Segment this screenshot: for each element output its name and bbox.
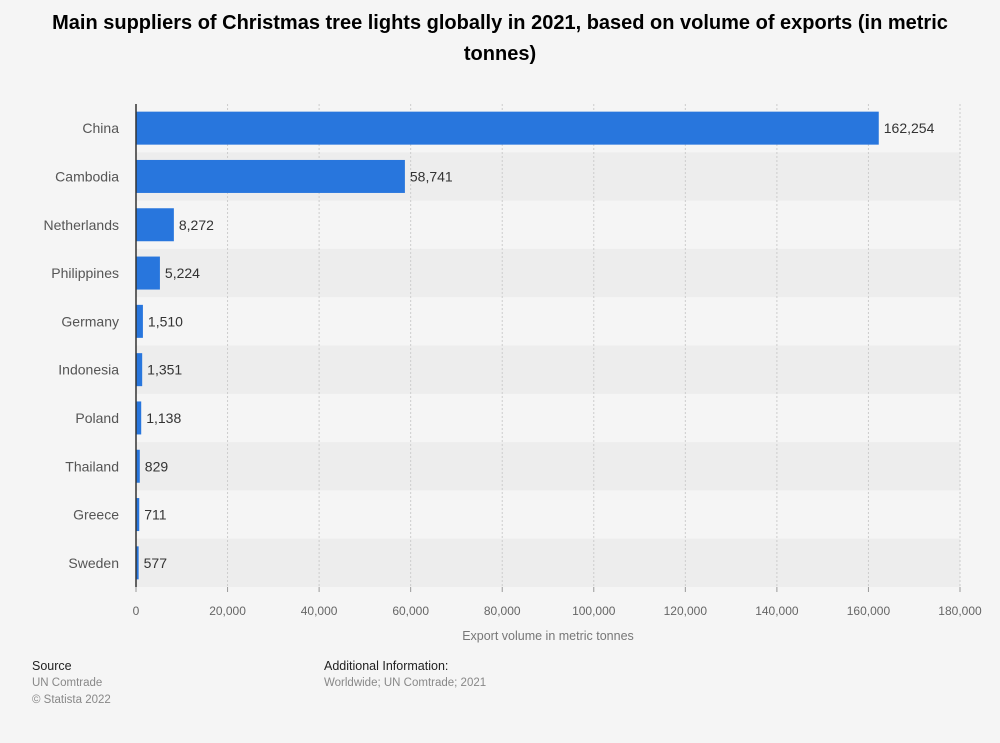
source-heading: Source [32, 659, 72, 673]
x-tick-label: 160,000 [847, 604, 891, 618]
x-tick-label: 60,000 [392, 604, 429, 618]
x-tick-labels: 0 20,000 40,000 60,000 80,000 100,000 120,000 1… [133, 587, 982, 618]
value-labels: 162,254 58,741 8,272 5,224 1,510 1,351 1,138 82… [144, 120, 935, 571]
bar [136, 498, 140, 532]
category-label: Poland [75, 410, 119, 426]
bar [136, 304, 143, 338]
value-label: 8,272 [179, 217, 214, 233]
x-tick-label: 140,000 [755, 604, 799, 618]
category-label: Netherlands [44, 217, 120, 233]
value-label: 5,224 [165, 265, 200, 281]
chart-title: Main suppliers of Christmas tree lights … [52, 12, 948, 65]
x-tick-label: 120,000 [664, 604, 708, 618]
bar [136, 401, 142, 435]
x-axis-title: Export volume in metric tonnes [462, 629, 634, 643]
bar [136, 449, 140, 483]
category-label: Cambodia [55, 168, 119, 184]
row-band [136, 345, 960, 394]
value-label: 1,138 [146, 410, 181, 426]
bar [136, 208, 174, 242]
row-bands [136, 152, 960, 587]
category-label: Thailand [65, 458, 119, 474]
value-label: 1,510 [148, 313, 183, 329]
bars [136, 111, 879, 580]
row-band [136, 248, 960, 298]
bar [136, 111, 879, 145]
row-band [136, 442, 960, 491]
x-tick-label: 40,000 [301, 604, 338, 618]
copyright-line: © Statista 2022 [32, 694, 111, 706]
value-label: 829 [145, 458, 169, 474]
bar [136, 546, 139, 580]
category-label: Sweden [68, 555, 119, 571]
footer-additional-info: Additional Information: Worldwide; UN Co… [324, 658, 486, 692]
category-label: Philippines [51, 265, 119, 281]
x-tick-label: 180,000 [938, 604, 982, 618]
x-tick-label: 0 [133, 604, 140, 618]
value-label: 58,741 [410, 168, 453, 184]
category-label: China [82, 120, 119, 136]
category-label: Greece [73, 507, 119, 523]
bar [136, 353, 143, 387]
value-label: 162,254 [884, 120, 935, 136]
footer-source: Source UN Comtrade © Statista 2022 [32, 658, 111, 709]
row-band [136, 538, 960, 587]
value-label: 1,351 [147, 362, 182, 378]
source-line: UN Comtrade [32, 677, 103, 689]
category-labels: China Cambodia Netherlands Philippines Germa… [44, 120, 120, 571]
category-label: Germany [61, 313, 119, 329]
x-tick-label: 100,000 [572, 604, 616, 618]
info-heading: Additional Information: [324, 659, 449, 673]
info-line: Worldwide; UN Comtrade; 2021 [324, 677, 487, 689]
value-label: 711 [144, 507, 167, 523]
x-tick-label: 20,000 [209, 604, 246, 618]
category-label: Indonesia [58, 362, 119, 378]
bar [136, 159, 405, 193]
x-tick-label: 80,000 [484, 604, 521, 618]
value-label: 577 [144, 555, 168, 571]
bar [136, 256, 160, 290]
bar-chart: China Cambodia Netherlands Philippines Germa… [44, 104, 982, 643]
